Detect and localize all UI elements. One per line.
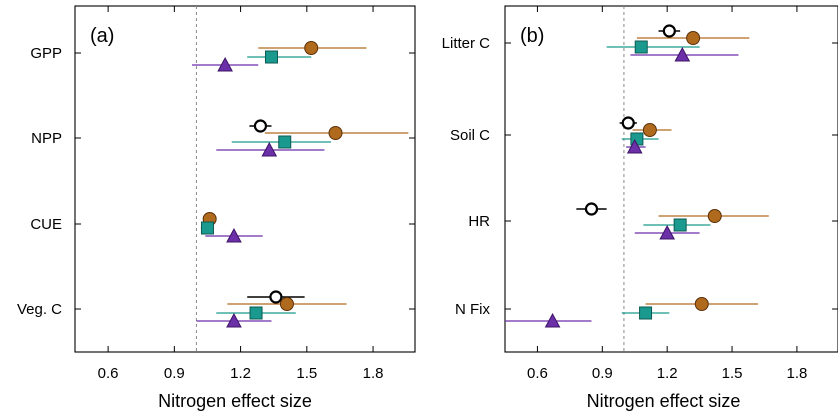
x-tick-label: 1.5: [722, 365, 743, 382]
category-label: Veg. C: [17, 301, 62, 318]
point-filled-circle: [304, 41, 319, 55]
point-square: [200, 221, 214, 235]
x-tick-label: 1.8: [786, 365, 807, 382]
category-label: Litter C: [442, 35, 491, 52]
point-open-circle: [584, 202, 599, 216]
point-triangle: [659, 224, 676, 240]
panel-a: (a) 0.6 0.9 1.2 1.5 1.8 Nitrogen effect size GP…: [17, 5, 416, 411]
x-tick-label: 0.6: [98, 365, 119, 382]
point-triangle: [544, 312, 561, 328]
point-filled-circle: [642, 123, 657, 137]
point-open-circle: [662, 24, 676, 38]
x-tick-label: 1.8: [363, 365, 384, 382]
point-square: [249, 306, 263, 320]
plot-frame: [74, 5, 416, 353]
plot-frame: [504, 5, 838, 353]
point-triangle: [217, 56, 233, 72]
point-open-circle: [621, 116, 635, 130]
point-triangle: [674, 46, 691, 62]
x-tick-label: 1.2: [657, 365, 678, 382]
x-axis-label: Nitrogen effect size: [158, 391, 312, 411]
point-square: [673, 218, 687, 232]
point-filled-circle: [279, 297, 294, 311]
category-label: CUE: [30, 216, 62, 233]
point-triangle: [626, 138, 643, 154]
point-triangle: [226, 227, 242, 243]
point-filled-circle: [707, 209, 722, 223]
point-filled-circle: [686, 31, 701, 45]
x-tick-label: 0.9: [592, 365, 613, 382]
panel-label: (a): [90, 25, 114, 47]
x-axis-label: Nitrogen effect size: [587, 391, 741, 411]
x-tick-label: 0.9: [164, 365, 185, 382]
panel-b: (b) 0.6 0.9 1.2 1.5 1.8 Nitrogen effect size Li…: [442, 5, 838, 411]
category-label: Soil C: [450, 127, 490, 144]
x-tick-label: 0.6: [527, 365, 548, 382]
x-tick-label: 1.2: [230, 365, 251, 382]
x-tick-label: 1.5: [296, 365, 317, 382]
point-square: [264, 50, 278, 64]
point-open-circle: [269, 290, 283, 304]
point-filled-circle: [328, 126, 343, 140]
data-layer: [505, 24, 769, 328]
point-filled-circle: [694, 297, 709, 311]
panel-label: (b): [520, 25, 544, 47]
category-label: HR: [468, 213, 490, 230]
point-triangle: [226, 312, 242, 328]
point-square: [634, 40, 648, 54]
category-label: N Fix: [455, 301, 490, 318]
point-square: [278, 135, 292, 149]
point-square: [639, 306, 653, 320]
category-label: NPP: [31, 130, 62, 147]
point-open-circle: [253, 119, 268, 133]
category-label: GPP: [30, 45, 62, 62]
data-layer: [192, 41, 409, 328]
point-triangle: [261, 141, 278, 157]
